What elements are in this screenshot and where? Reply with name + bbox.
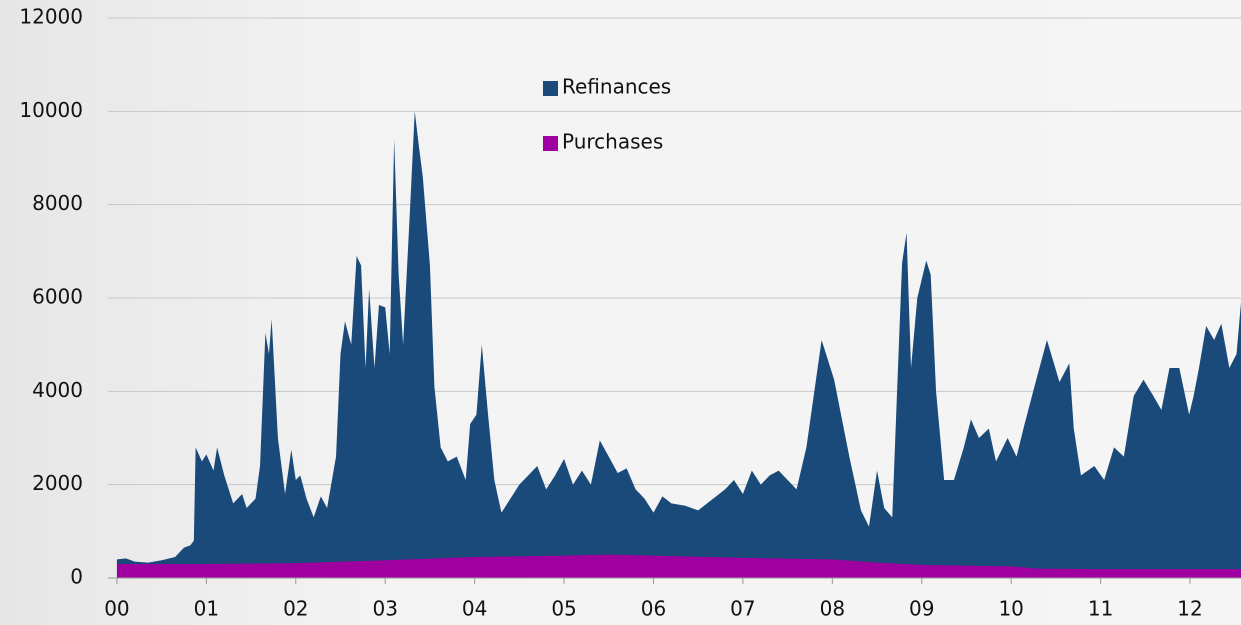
area [116,554,1241,578]
x-tick-label: 03 [372,597,397,621]
y-tick-label: 6000 [32,285,83,309]
x-tick-label: 08 [820,597,845,621]
legend-swatch [543,81,558,96]
area [116,111,1241,578]
x-tick-label: 10 [998,597,1023,621]
x-tick-label: 05 [551,597,576,621]
legend-swatch [543,136,558,151]
x-tick-label: 07 [730,597,755,621]
y-tick-label: 2000 [32,471,83,495]
y-tick-label: 12000 [19,5,83,29]
x-tick-label: 01 [194,597,219,621]
x-tick-label: 09 [909,597,934,621]
x-tick-label: 11 [1088,597,1113,621]
y-tick-label: 4000 [32,378,83,402]
legend-label: Refinances [562,75,671,99]
y-tick-label: 0 [70,565,83,589]
legend-label: Purchases [562,130,663,154]
x-tick-label: 06 [641,597,666,621]
x-tick-label: 00 [104,597,129,621]
x-tick-label: 02 [283,597,308,621]
y-tick-label: 8000 [32,191,83,215]
y-tick-label: 10000 [19,98,83,122]
x-tick-label: 04 [462,597,487,621]
x-tick-label: 12 [1177,597,1202,621]
